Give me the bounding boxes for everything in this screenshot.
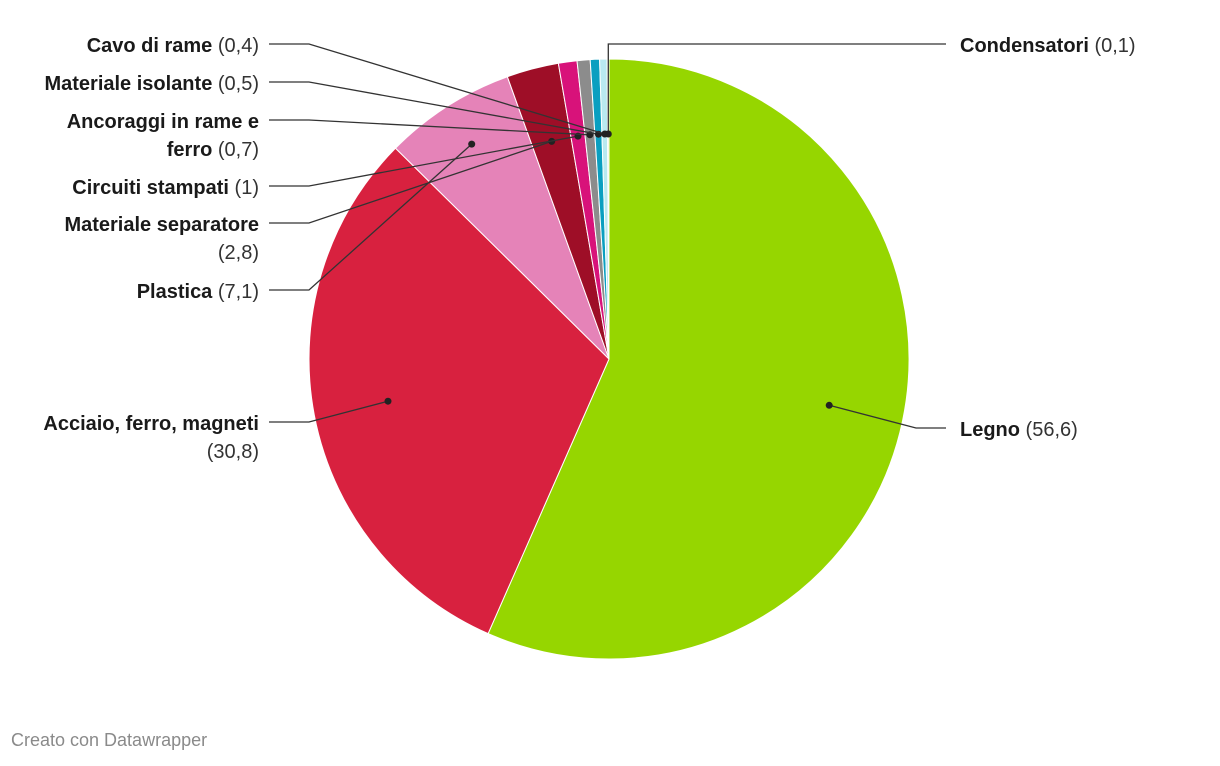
pie-slices <box>308 58 910 660</box>
slice-label-materiale-isolante: Materiale isolante (0,5) <box>44 73 259 95</box>
leader-line-plastica <box>269 143 473 291</box>
leader-lines <box>269 43 946 429</box>
leader-line-circuiti-stampati <box>269 135 579 187</box>
leader-line-cavo-di-rame <box>269 43 605 135</box>
slice-legno <box>487 58 910 660</box>
slice-labels: Legno (56,6) Acciaio, ferro, magneti (30,8… <box>43 35 1135 463</box>
slice-label-acciaio-ferro-magneti: Acciaio, ferro, magneti (30,8) <box>43 413 259 463</box>
leader-line-legno <box>829 404 946 429</box>
leader-line-materiale-separatore <box>269 140 552 224</box>
slice-label-circuiti-stampati: Circuiti stampati (1) <box>72 177 259 199</box>
leader-dot-legno <box>825 401 833 409</box>
slice-label-ancoraggi-in-rame-e-ferro: Ancoraggi in rame e ferro (0,7) <box>67 111 259 161</box>
leader-line-acciaio-ferro-magneti <box>269 400 389 423</box>
leader-line-condensatori <box>607 43 946 134</box>
slice-label-plastica: Plastica (7,1) <box>137 281 259 303</box>
credit-text: Creato con Datawrapper <box>11 730 208 750</box>
leader-dot-plastica <box>468 140 476 148</box>
leader-line-materiale-isolante <box>269 81 599 135</box>
slice-label-condensatori: Condensatori (0,1) <box>960 35 1136 57</box>
leader-dot-condensatori <box>604 130 612 138</box>
leader-line-ancoraggi-in-rame-e-ferro <box>269 119 590 136</box>
slice-label-materiale-separatore: Materiale separatore (2,8) <box>64 214 259 264</box>
slice-plastica <box>394 76 610 360</box>
leader-dot-acciaio-ferro-magneti <box>384 397 392 405</box>
slice-label-legno: Legno (56,6) <box>960 419 1078 441</box>
slice-label-cavo-di-rame: Cavo di rame (0,4) <box>87 35 259 57</box>
